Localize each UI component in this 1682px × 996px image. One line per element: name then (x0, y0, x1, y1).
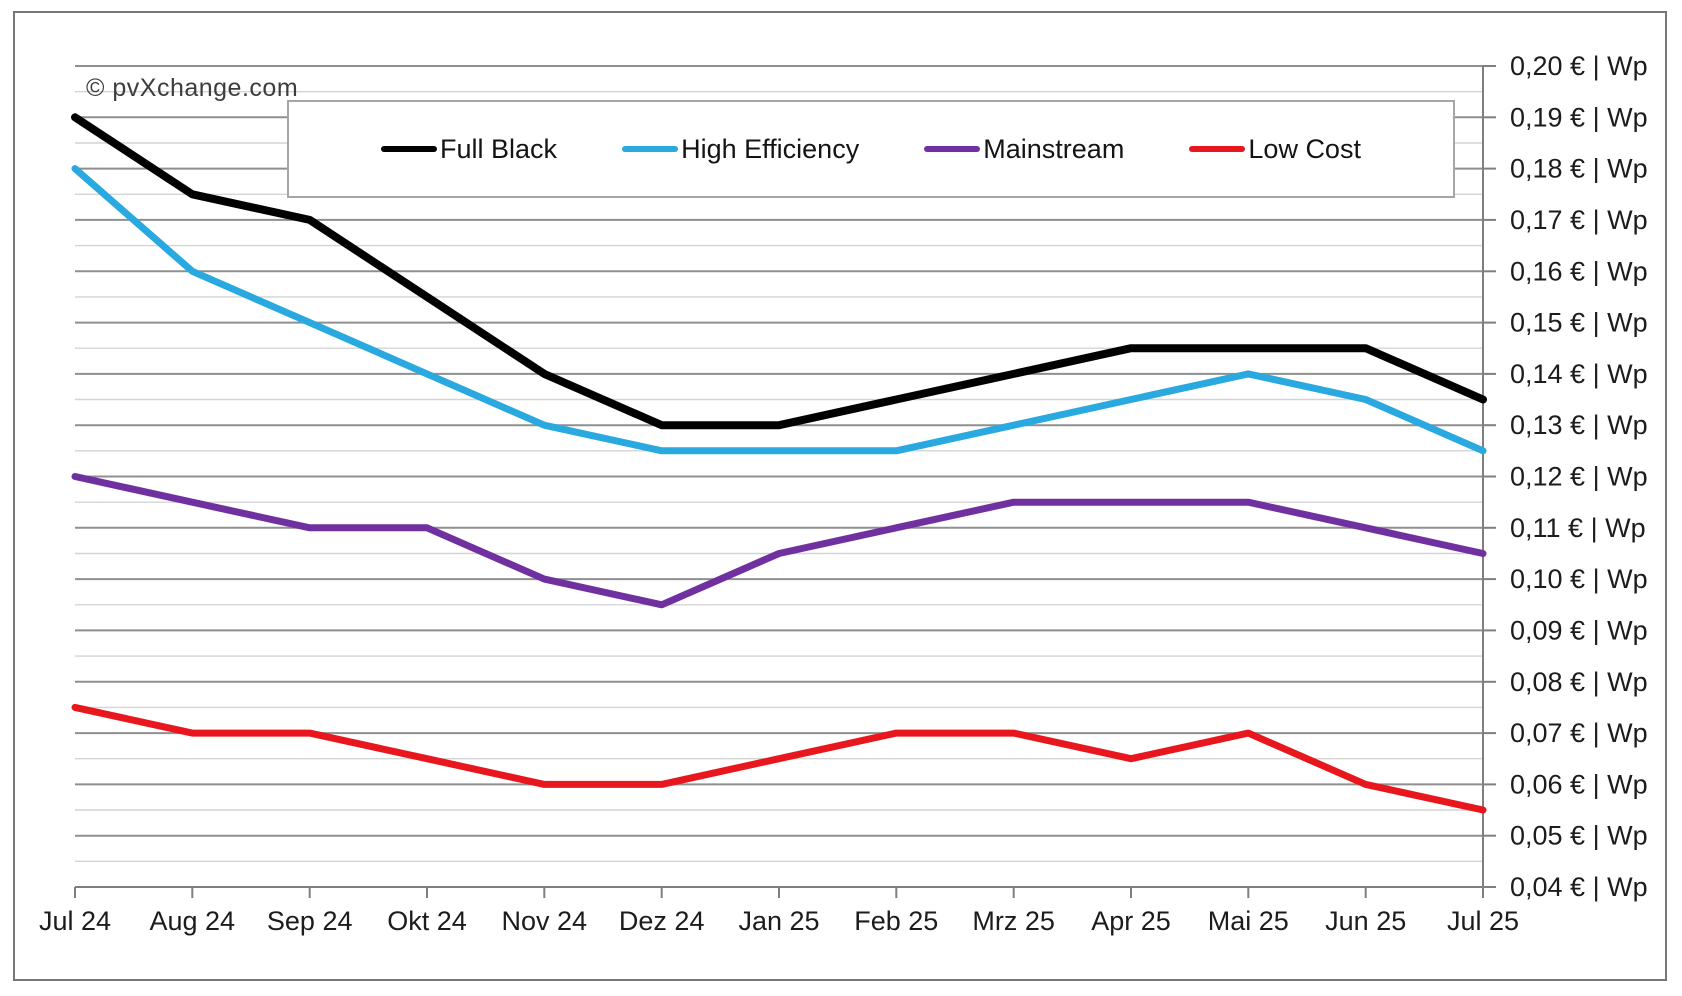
x-axis-label: Nov 24 (502, 906, 588, 936)
x-axis-label: Jan 25 (738, 906, 819, 936)
x-axis-label: Sep 24 (267, 906, 353, 936)
chart-legend: Full Black High Efficiency Mainstream Low C… (287, 100, 1455, 198)
legend-swatch-icon (381, 146, 437, 152)
legend-swatch-icon (622, 146, 679, 152)
x-axis-label: Mrz 25 (972, 906, 1055, 936)
y-axis-label: 0,10 € | Wp (1510, 564, 1648, 594)
copyright-watermark: © pvXchange.com (86, 74, 299, 102)
y-axis-label: 0,06 € | Wp (1510, 769, 1648, 799)
y-axis-label: 0,17 € | Wp (1510, 205, 1648, 235)
y-axis-label: 0,16 € | Wp (1510, 256, 1648, 286)
y-axis-label: 0,04 € | Wp (1510, 872, 1648, 902)
y-axis-label: 0,20 € | Wp (1510, 51, 1648, 81)
legend-item-high-efficiency: High Efficiency (622, 134, 859, 165)
y-axis-label: 0,14 € | Wp (1510, 359, 1648, 389)
y-axis-label: 0,19 € | Wp (1510, 102, 1648, 132)
x-axis-label: Apr 25 (1091, 906, 1171, 936)
series-line-full-black (71, 113, 1487, 430)
x-axis-label: Feb 25 (854, 906, 938, 936)
y-axis-label: 0,07 € | Wp (1510, 718, 1648, 748)
y-axis-label: 0,18 € | Wp (1510, 154, 1648, 184)
legend-label: High Efficiency (681, 133, 860, 164)
x-axis-label: Okt 24 (387, 906, 467, 936)
x-axis-label: Jul 25 (1447, 906, 1519, 936)
x-axis-label: Jun 25 (1325, 906, 1406, 936)
legend-item-low-cost: Low Cost (1189, 134, 1361, 165)
y-axis-label: 0,15 € | Wp (1510, 308, 1648, 338)
legend-label: Full Black (440, 133, 558, 164)
legend-item-mainstream: Mainstream (924, 134, 1124, 165)
legend-item-full-black: Full Black (381, 134, 557, 165)
y-axis-label: 0,09 € | Wp (1510, 615, 1648, 645)
series-line-mainstream (71, 473, 1487, 609)
y-axis-label: 0,05 € | Wp (1510, 821, 1648, 851)
y-axis-label: 0,13 € | Wp (1510, 410, 1648, 440)
legend-label: Mainstream (983, 133, 1125, 164)
legend-swatch-icon (1189, 146, 1246, 152)
series-line-high-efficiency (71, 165, 1487, 455)
y-axis-label: 0,11 € | Wp (1510, 513, 1646, 543)
y-axis-label: 0,12 € | Wp (1510, 462, 1648, 492)
legend-swatch-icon (924, 146, 981, 152)
legend-label: Low Cost (1248, 133, 1361, 164)
y-axis-label: 0,08 € | Wp (1510, 667, 1648, 697)
x-axis-label: Aug 24 (150, 906, 236, 936)
x-axis-label: Mai 25 (1208, 906, 1289, 936)
x-axis-label: Jul 24 (39, 906, 111, 936)
x-axis-label: Dez 24 (619, 906, 705, 936)
series-line-low-cost (71, 703, 1487, 814)
